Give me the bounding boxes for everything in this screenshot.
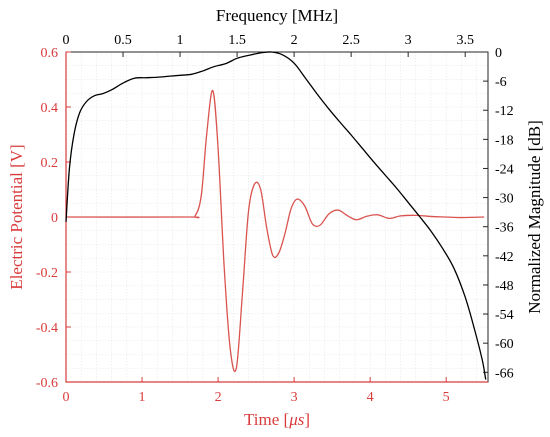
bottom-tick-label: 4 [367,390,374,405]
series-group [65,51,487,380]
left-tick-label: -0.6 [36,376,58,391]
bottom-tick-label: 0 [63,390,70,405]
top-tick-label: 0 [63,33,70,48]
right-tick-label: -18 [495,133,514,148]
right-tick-label: -66 [495,366,514,381]
left-tick-label: -0.2 [36,266,58,281]
time-series-line [65,89,485,373]
bottom-tick-label: 3 [291,390,298,405]
bottom-tick-label: 1 [139,390,146,405]
right-tick-label: -30 [495,192,514,207]
bottom-axis-title-prefix: Time [ [244,410,290,429]
bottom-tick-label: 5 [443,390,450,405]
right-tick-label: -24 [495,162,514,177]
right-tick-label: -54 [495,308,514,323]
left-tick-label: -0.4 [36,321,58,336]
top-tick-label: 3.5 [456,33,474,48]
top-tick-label: 0.5 [114,33,132,48]
right-tick-label: -12 [495,104,514,119]
tick-labels: 0 1 2 3 4 5 0 0.5 1 1.5 2 2.5 3 3.5 -0.6 -0.4 -0.2 0 0.2 0.… [36,33,514,405]
top-tick-label: 1 [177,33,184,48]
bottom-tick-label: 2 [215,390,222,405]
axis-ticks [65,51,488,383]
right-tick-label: -42 [495,250,514,265]
right-tick-label: -48 [495,279,514,294]
right-tick-label: 0 [495,46,502,61]
right-tick-label: -60 [495,337,514,352]
left-tick-label: 0.2 [41,156,59,171]
frequency-series-line [65,51,487,380]
left-tick-label: 0.6 [41,46,59,61]
top-tick-label: 2 [291,33,298,48]
right-tick-label: -36 [495,221,514,236]
bottom-axis-title: Time [μs] [244,410,310,429]
bottom-axis-title-suffix: ] [304,410,310,429]
bottom-axis-title-unit: μs [288,410,305,429]
top-tick-label: 3 [405,33,412,48]
top-tick-label: 2.5 [342,33,360,48]
left-tick-label: 0.4 [41,101,59,116]
top-axis-title: Frequency [MHz] [216,6,338,25]
right-axis-title: Normalized Magnitude [dB] [525,120,544,314]
right-tick-label: -6 [495,75,507,90]
left-axis-title: Electric Potential [V] [7,144,26,289]
left-tick-label: 0 [51,211,58,226]
top-tick-label: 1.5 [228,33,246,48]
